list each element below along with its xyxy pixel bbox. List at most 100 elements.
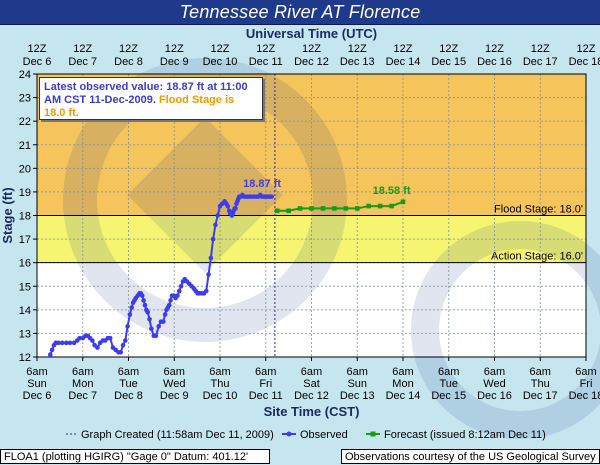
- observed-point: [168, 298, 173, 303]
- legend-observed-marker: [286, 431, 292, 437]
- top-tick-label: Dec 10: [203, 56, 238, 68]
- y-tick-label: 14: [19, 305, 31, 317]
- observed-point: [49, 347, 55, 353]
- y-tick-label: 20: [19, 163, 31, 175]
- observed-point: [213, 222, 218, 228]
- top-tick-label: 12Z: [28, 43, 47, 55]
- usgs-credit-footer: Observations courtesy of the US Geologic…: [341, 449, 600, 464]
- observed-point: [122, 338, 128, 343]
- observed-point: [125, 324, 130, 329]
- observed-point: [176, 288, 182, 294]
- legend-forecast-label: Forecast (issued 8:12am Dec 11): [384, 429, 546, 441]
- y-tick-label: 15: [19, 281, 31, 293]
- bottom-tick-label: Dec 14: [386, 390, 421, 402]
- observed-point: [67, 340, 73, 346]
- bottom-tick-label: 6am: [438, 366, 459, 378]
- observed-point: [153, 333, 159, 339]
- legend-observed-label: Observed: [300, 429, 348, 441]
- top-tick-label: Dec 7: [68, 56, 97, 68]
- observed-point: [233, 206, 238, 211]
- bottom-tick-label: Dec 10: [203, 390, 238, 402]
- y-tick-label: 23: [19, 93, 31, 105]
- observed-point: [129, 305, 135, 310]
- latest-value-tooltip: Latest observed value: 18.87 ft at 11:00…: [39, 77, 263, 120]
- observed-point: [90, 338, 95, 343]
- bottom-tick-label: Dec 7: [68, 390, 97, 402]
- top-tick-label: 12Z: [439, 43, 458, 55]
- observed-point: [225, 203, 231, 209]
- legend-graph-created-label: Graph Created (11:58am Dec 11, 2009): [81, 429, 274, 441]
- y-tick-label: 24: [19, 69, 31, 81]
- observed-point: [142, 302, 148, 308]
- top-tick-label: Dec 17: [523, 56, 558, 68]
- top-tick-label: 12Z: [348, 43, 367, 55]
- observed-point: [206, 272, 211, 277]
- bottom-tick-label: 6am: [392, 366, 413, 378]
- watermark-ring-2: [411, 221, 600, 439]
- forecast-point: [297, 206, 303, 211]
- bottom-tick-label: 6am: [530, 366, 551, 378]
- observed-point: [210, 236, 216, 242]
- observed-point: [147, 316, 152, 322]
- observed-point: [118, 349, 124, 355]
- observed-point: [127, 312, 133, 317]
- observed-point: [175, 293, 180, 298]
- forecast-point: [320, 206, 326, 211]
- watermark-diamond: [127, 117, 283, 273]
- chart-title: Tennessee River AT Florence: [179, 2, 421, 22]
- observed-point: [269, 194, 274, 199]
- forecast-point: [377, 203, 383, 209]
- forecast-point: [274, 208, 280, 214]
- y-tick-label: 19: [19, 187, 31, 199]
- observed-point: [139, 293, 145, 298]
- observed-peak-label: 18.87 ft: [243, 178, 281, 190]
- bottom-tick-label: 6am: [255, 366, 276, 378]
- bottom-tick-label: Dec 15: [431, 390, 466, 402]
- observed-point: [145, 309, 151, 315]
- legend: Graph Created (11:58am Dec 11, 2009) Obse…: [66, 429, 546, 441]
- top-tick-label: 12Z: [485, 43, 504, 55]
- top-tick-label: Dec 14: [386, 56, 421, 68]
- legend-forecast-marker: [370, 431, 376, 437]
- y-axis-label: Stage (ft): [0, 187, 15, 243]
- forecast-point: [309, 206, 314, 211]
- top-tick-label: 12Z: [531, 43, 550, 55]
- forecast-peak-label: 18.58 ft: [373, 185, 411, 197]
- bottom-tick-label: 6am: [26, 366, 47, 378]
- bottom-tick-label: Fri: [259, 378, 272, 390]
- bottom-tick-label: Dec 12: [294, 390, 329, 402]
- bottom-tick-label: Dec 9: [160, 390, 189, 402]
- bottom-tick-label: Sat: [303, 378, 320, 390]
- y-tick-label: 18: [19, 211, 31, 223]
- bottom-tick-label: Thu: [211, 378, 230, 390]
- top-tick-label: 12Z: [119, 43, 138, 55]
- top-tick-label: Dec 12: [294, 56, 329, 68]
- observed-point: [178, 283, 184, 289]
- top-tick-label: Dec 11: [249, 56, 283, 68]
- top-tick-label: Dec 16: [477, 56, 512, 68]
- observed-point: [141, 298, 146, 303]
- top-tick-label: 12Z: [165, 43, 184, 55]
- y-tick-label: 22: [19, 116, 31, 128]
- top-tick-label: Dec 9: [160, 56, 189, 68]
- top-tick-label: 12Z: [577, 43, 596, 55]
- forecast-point: [354, 206, 360, 211]
- bottom-tick-label: 6am: [575, 366, 596, 378]
- forecast-point: [366, 203, 371, 209]
- bottom-tick-label: Dec 18: [569, 390, 600, 402]
- bottom-tick-label: 6am: [301, 366, 322, 378]
- bottom-tick-label: Mon: [392, 378, 413, 390]
- observed-point: [107, 335, 113, 341]
- bottom-tick-label: 6am: [118, 366, 139, 378]
- action-stage-label: Action Stage: 16.0': [491, 251, 583, 263]
- bottom-tick-label: Mon: [72, 378, 93, 390]
- y-tick-label: 17: [19, 234, 31, 246]
- top-tick-label: 12Z: [302, 43, 321, 55]
- top-tick-label: Dec 18: [569, 56, 600, 68]
- forecast-point: [343, 206, 349, 211]
- bottom-tick-label: Dec 13: [340, 390, 375, 402]
- top-tick-label: 12Z: [73, 43, 92, 55]
- y-tick-label: 13: [19, 328, 31, 340]
- observed-point: [203, 288, 209, 294]
- bottom-tick-label: 6am: [164, 366, 185, 378]
